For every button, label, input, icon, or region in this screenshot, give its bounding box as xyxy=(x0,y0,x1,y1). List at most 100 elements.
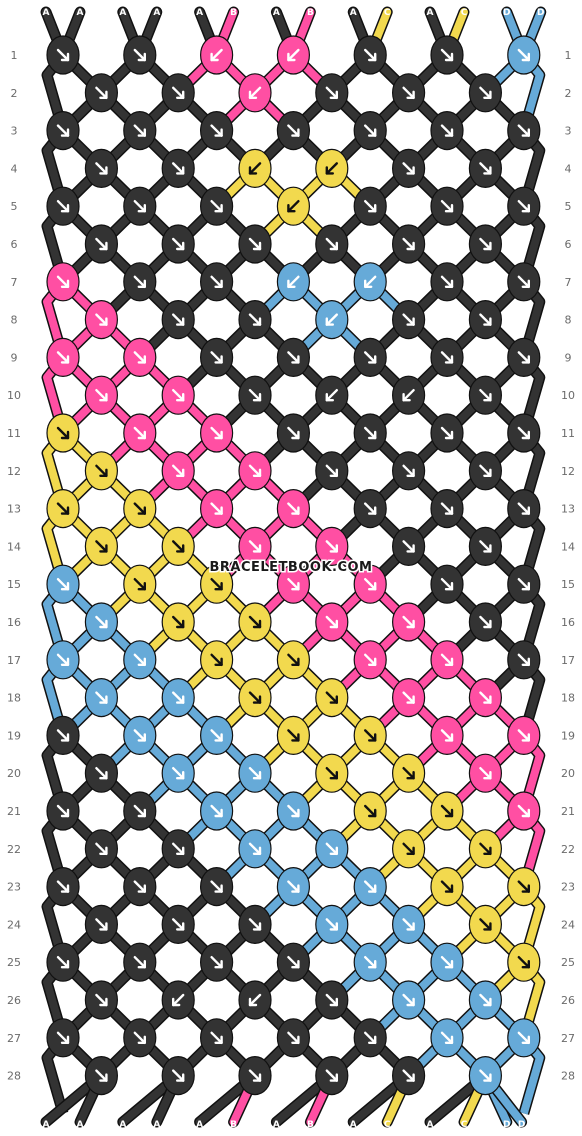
knot-arrow-icon xyxy=(402,162,415,175)
knot-arrow-icon xyxy=(287,275,300,288)
knot xyxy=(276,489,310,529)
knot xyxy=(46,413,80,453)
knot xyxy=(392,829,426,869)
strand-bottom-label: C xyxy=(461,1120,468,1130)
knot xyxy=(430,489,464,529)
knot-arrow-icon xyxy=(517,880,530,893)
row-label-right: 6 xyxy=(565,238,572,251)
row-label-right: 26 xyxy=(561,994,575,1007)
row-label-right: 4 xyxy=(565,162,572,175)
knot xyxy=(468,73,502,113)
knot-arrow-icon xyxy=(95,842,108,855)
knot xyxy=(276,1018,310,1058)
knot-arrow-icon xyxy=(517,199,530,213)
knot xyxy=(430,640,464,680)
knot xyxy=(123,1018,157,1058)
knot xyxy=(123,489,157,529)
knot xyxy=(200,111,234,151)
knot xyxy=(84,1055,119,1096)
knot-arrow-icon xyxy=(95,162,108,175)
knot-arrow-icon xyxy=(364,956,377,969)
row-label-right: 27 xyxy=(561,1032,575,1045)
row-label-left: 22 xyxy=(7,843,21,856)
knot-arrow-icon xyxy=(95,1069,108,1082)
knot xyxy=(123,791,157,831)
knot-arrow-icon xyxy=(210,502,223,515)
row-label-left: 14 xyxy=(7,540,21,553)
knot-arrow-icon xyxy=(440,729,454,742)
knot-arrow-icon xyxy=(402,464,415,477)
knot-arrow-icon xyxy=(287,880,300,893)
knot xyxy=(507,640,541,680)
knot xyxy=(123,942,157,982)
row-label-left: 20 xyxy=(7,767,21,780)
watermark-text: BRACELETBOOK.COM xyxy=(210,560,373,575)
knot-arrow-icon xyxy=(440,1031,454,1045)
row-label-left: 18 xyxy=(7,692,21,705)
knot-arrow-icon xyxy=(440,275,454,288)
knot-arrow-icon xyxy=(325,237,338,251)
knot-arrow-icon xyxy=(56,351,70,364)
knot-arrow-icon xyxy=(133,804,147,818)
knot xyxy=(84,602,119,642)
row-label-left: 21 xyxy=(7,805,21,818)
knot xyxy=(46,942,80,982)
knot-arrow-icon xyxy=(440,956,454,969)
knot xyxy=(315,829,349,869)
knot-arrow-icon xyxy=(248,313,262,326)
knot-arrow-icon xyxy=(402,313,415,326)
knot xyxy=(84,829,119,869)
knot xyxy=(507,1018,541,1058)
knot xyxy=(161,300,195,340)
knot-arrow-icon xyxy=(171,918,185,931)
knot-arrow-icon xyxy=(95,86,108,100)
knot xyxy=(430,337,464,377)
strand-top-label: A xyxy=(350,8,357,18)
knot xyxy=(353,186,387,226)
strand-bottom-label: A xyxy=(153,1120,160,1130)
knot-arrow-icon xyxy=(133,351,147,364)
strand-bottom-label: D xyxy=(518,1120,525,1130)
knot-arrow-icon xyxy=(95,389,108,402)
knot-arrow-icon xyxy=(479,691,492,704)
knot xyxy=(468,677,502,718)
knot-arrow-icon xyxy=(248,691,262,704)
knot xyxy=(46,1018,80,1058)
knot-arrow-icon xyxy=(95,691,108,704)
knot xyxy=(161,602,195,642)
knot-arrow-icon xyxy=(364,275,377,288)
knot-arrow-icon xyxy=(440,426,454,440)
knot xyxy=(392,753,426,793)
knot xyxy=(392,602,426,642)
knot-arrow-icon xyxy=(210,653,223,666)
knot-arrow-icon xyxy=(325,767,338,780)
knot xyxy=(161,1055,195,1096)
row-label-right: 16 xyxy=(561,616,575,629)
knot xyxy=(46,715,80,756)
knot-arrow-icon xyxy=(56,880,70,893)
knot xyxy=(392,1055,426,1096)
knot xyxy=(276,791,310,831)
knot xyxy=(315,451,349,491)
knot xyxy=(276,640,310,680)
knot-arrow-icon xyxy=(440,653,454,666)
row-label-left: 15 xyxy=(7,578,21,591)
knot xyxy=(353,564,387,604)
knot-arrow-icon xyxy=(517,502,530,515)
knot-arrow-icon xyxy=(133,199,147,213)
strand-top-label: B xyxy=(307,8,314,18)
row-label-right: 19 xyxy=(561,729,575,742)
knot xyxy=(430,35,464,75)
strand-top-label: A xyxy=(77,8,84,18)
row-label-left: 8 xyxy=(11,314,18,327)
knot-arrow-icon xyxy=(364,426,377,440)
knot xyxy=(315,753,349,793)
knot xyxy=(238,1055,272,1096)
knot-arrow-icon xyxy=(479,767,492,780)
knot-arrow-icon xyxy=(133,578,147,591)
knot-arrow-icon xyxy=(325,842,338,855)
knot-arrow-icon xyxy=(56,578,70,591)
strand-bottom-label: A xyxy=(43,1120,50,1130)
knot-arrow-icon xyxy=(133,880,147,893)
knot xyxy=(123,111,157,151)
